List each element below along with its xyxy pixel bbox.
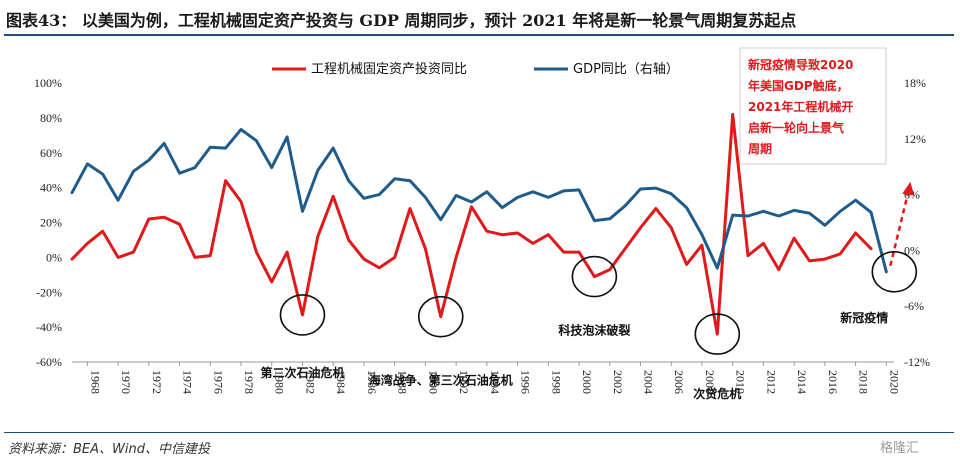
annotation-circle-covid bbox=[871, 250, 918, 293]
watermark: 格隆汇 bbox=[880, 441, 920, 456]
x-tick-label: 1972 bbox=[150, 370, 164, 394]
rebound-arrowhead-icon bbox=[902, 181, 915, 196]
y-right-tick-label: -12% bbox=[904, 355, 930, 369]
y-left-tick-label: 60% bbox=[40, 146, 62, 160]
callout-line-2: 年美国GDP触底， bbox=[748, 78, 849, 93]
x-tick-label: 2002 bbox=[611, 370, 625, 394]
annotation-circle-oil1 bbox=[279, 294, 326, 336]
x-tick-label: 2004 bbox=[641, 370, 655, 394]
annotation-circle-dotcom bbox=[571, 255, 618, 298]
series-lines bbox=[70, 112, 915, 336]
legend-label-gdp: GDP同比（右轴） bbox=[573, 62, 679, 77]
callout-line-1: 新冠疫情导致2020 bbox=[748, 57, 853, 72]
callout-line-5: 周期 bbox=[748, 141, 772, 156]
x-tick-label: 1982 bbox=[303, 370, 317, 394]
y-right-tick-label: 18% bbox=[904, 76, 926, 90]
annotation-circle-subprime bbox=[694, 313, 741, 355]
y-left-tick-label: -40% bbox=[36, 320, 62, 334]
callout-line-4: 启新一轮向上景气 bbox=[748, 120, 844, 135]
chart-axes: 100%80%60%40%20%0%-20%-40%-60%18%12%6%0%… bbox=[34, 76, 930, 394]
x-tick-label: 2008 bbox=[703, 370, 717, 394]
x-tick-label: 2018 bbox=[857, 370, 871, 394]
annotation-label-gulf: 海湾战争、第三次石油危机 bbox=[369, 373, 513, 388]
x-tick-label: 1980 bbox=[273, 370, 287, 394]
x-tick-label: 2010 bbox=[734, 370, 748, 394]
y-left-tick-label: 100% bbox=[34, 76, 62, 90]
x-tick-label: 1978 bbox=[242, 370, 256, 394]
annotation-label-covid: 新冠疫情 bbox=[840, 310, 888, 325]
y-right-tick-label: -6% bbox=[904, 299, 924, 313]
gdp-series-line bbox=[70, 128, 888, 274]
x-tick-label: 2000 bbox=[580, 370, 594, 394]
y-left-tick-label: -20% bbox=[36, 285, 62, 299]
annotation-label-oil1: 第二次石油危机 bbox=[260, 365, 344, 380]
y-left-tick-label: 0% bbox=[46, 250, 62, 264]
annotation-label-dotcom: 科技泡沫破裂 bbox=[558, 323, 630, 338]
x-tick-label: 2012 bbox=[764, 370, 778, 394]
x-tick-label: 1970 bbox=[119, 370, 133, 394]
x-tick-label: 1994 bbox=[488, 370, 502, 394]
header: 图表43： 以美国为例，工程机械固定资产投资与 GDP 周期同步，预计 2021… bbox=[0, 0, 960, 40]
callout-box: 新冠疫情导致2020 年美国GDP触底， 2021年工程机械开 启新一轮向上景气… bbox=[739, 47, 887, 165]
investment-series-line bbox=[70, 112, 873, 336]
x-tick-label: 2020 bbox=[887, 370, 901, 394]
legend-label-investment: 工程机械固定资产投资同比 bbox=[311, 61, 467, 77]
x-tick-label: 1992 bbox=[457, 370, 471, 394]
x-tick-label: 1988 bbox=[396, 370, 410, 394]
y-right-tick-label: 0% bbox=[904, 243, 920, 257]
annotation-label-subprime: 次贷危机 bbox=[693, 386, 741, 401]
annotation-circle-gulf bbox=[417, 295, 464, 338]
x-tick-label: 2014 bbox=[795, 370, 809, 394]
x-tick-label: 1968 bbox=[88, 370, 102, 394]
legend: 工程机械固定资产投资同比 GDP同比（右轴） bbox=[272, 61, 679, 77]
source-note: 资料来源：BEA、Wind、中信建投 bbox=[8, 442, 210, 457]
rebound-arrow-shaft bbox=[889, 191, 910, 267]
x-tick-label: 2016 bbox=[826, 370, 840, 394]
callout-frame bbox=[739, 47, 887, 165]
footer-rule bbox=[4, 432, 954, 433]
y-left-tick-label: 20% bbox=[40, 216, 62, 230]
x-tick-label: 1996 bbox=[519, 370, 533, 394]
y-right-tick-label: 12% bbox=[904, 132, 926, 146]
x-tick-label: 1990 bbox=[426, 370, 440, 394]
y-left-tick-label: -60% bbox=[36, 355, 62, 369]
x-tick-label: 2006 bbox=[672, 370, 686, 394]
x-tick-label: 1974 bbox=[181, 370, 195, 394]
chart-svg: 100%80%60%40%20%0%-20%-40%-60%18%12%6%0%… bbox=[34, 47, 930, 401]
y-left-tick-label: 80% bbox=[40, 111, 62, 125]
title-rule bbox=[4, 34, 954, 36]
y-left-tick-label: 40% bbox=[40, 181, 62, 195]
x-tick-label: 1998 bbox=[549, 370, 563, 394]
chart-title: 图表43： 以美国为例，工程机械固定资产投资与 GDP 周期同步，预计 2021… bbox=[6, 11, 797, 30]
x-tick-label: 1984 bbox=[334, 370, 348, 394]
callout-line-3: 2021年工程机械开 bbox=[748, 99, 853, 114]
x-tick-label: 1986 bbox=[365, 370, 379, 394]
x-tick-label: 1976 bbox=[211, 370, 225, 394]
